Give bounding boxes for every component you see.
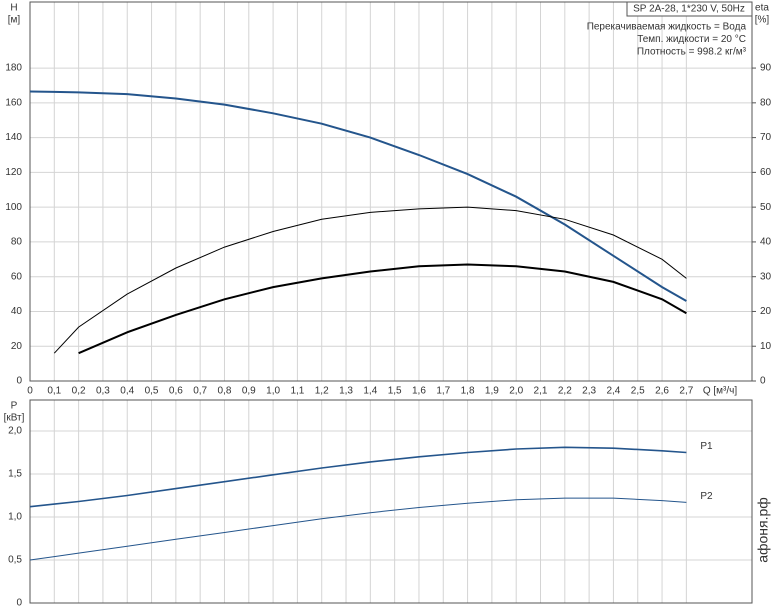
x-tick-label: 0,4 (120, 386, 134, 397)
y2-tick-label: 10 (760, 341, 772, 352)
x-tick-label: 1,4 (363, 386, 377, 397)
y2-tick-label: 70 (760, 132, 772, 143)
x-tick-label: 2,1 (534, 386, 548, 397)
y2-axis-label: eta (755, 3, 769, 14)
x-tick-label: 2,0 (509, 386, 523, 397)
y-tick-label: 1,0 (8, 512, 22, 523)
series-line (53, 206, 687, 354)
y-tick-label: 160 (5, 97, 22, 108)
y2-tick-label: 90 (760, 63, 772, 74)
watermark: афоня.рф (755, 497, 771, 563)
y-axis-label: P (11, 401, 18, 412)
y-tick-label: 60 (11, 271, 23, 282)
x-tick-label: 0,1 (47, 386, 61, 397)
y-tick-label: 1,5 (8, 469, 22, 480)
y-axis-label: H (10, 3, 17, 14)
x-tick-label: 0,5 (145, 386, 159, 397)
y-tick-label: 120 (5, 167, 22, 178)
y-tick-label: 0 (16, 598, 22, 609)
y2-tick-label: 20 (760, 306, 772, 317)
x-tick-label: 1,1 (290, 386, 304, 397)
header-box (626, 1, 753, 17)
y-tick-label: 40 (11, 306, 23, 317)
series-label: P2 (700, 491, 713, 502)
x-tick-label: 2,5 (631, 386, 645, 397)
note: Темп. жидкости = 20 °C (637, 34, 746, 45)
x-tick-label: 2,3 (582, 386, 596, 397)
y-tick-label: 0 (16, 376, 22, 387)
x-tick-label: 0,6 (169, 386, 183, 397)
x-tick-label: 0,2 (72, 386, 86, 397)
y2-tick-label: 80 (760, 97, 772, 108)
series-line (78, 263, 687, 355)
x-tick-label: 2,2 (558, 386, 572, 397)
y-tick-label: 80 (11, 237, 23, 248)
y-tick-label: 140 (5, 132, 22, 143)
x-tick-label: 1,7 (436, 386, 450, 397)
x-tick-label: 1,3 (339, 386, 353, 397)
y2-tick-label: 0 (760, 376, 766, 387)
x-tick-label: 0,8 (218, 386, 232, 397)
plot-frame (29, 399, 753, 604)
y-tick-label: 0,5 (8, 555, 22, 566)
y2-tick-label: 40 (760, 237, 772, 248)
x-tick-label: 2,4 (606, 386, 620, 397)
y2-axis-unit: [%] (755, 15, 770, 26)
series-line (29, 90, 687, 302)
series-line (29, 497, 687, 561)
x-tick-label: 1,0 (266, 386, 280, 397)
y-tick-label: 20 (11, 341, 23, 352)
x-tick-label: 0 (27, 386, 33, 397)
x-tick-label: 1,2 (315, 386, 329, 397)
note: Перекачиваемая жидкость = Вода (587, 22, 747, 33)
x-tick-label: 2,6 (655, 386, 669, 397)
x-tick-label: 0,9 (242, 386, 256, 397)
y2-tick-label: 60 (760, 167, 772, 178)
x-tick-label: 1,5 (388, 386, 402, 397)
y2-tick-label: 30 (760, 271, 772, 282)
x-axis-label: Q [м³/ч] (703, 386, 738, 397)
y-axis-unit: [м] (8, 15, 21, 26)
x-tick-label: 1,8 (461, 386, 475, 397)
x-tick-label: 1,9 (485, 386, 499, 397)
x-tick-label: 1,6 (412, 386, 426, 397)
series-label: P1 (700, 441, 713, 452)
y-tick-label: 100 (5, 202, 22, 213)
note: Плотность = 998.2 кг/м³ (637, 47, 747, 58)
y-axis-unit: [кВт] (4, 413, 25, 424)
y-tick-label: 180 (5, 63, 22, 74)
plot-frame (29, 1, 753, 382)
y-tick-label: 2,0 (8, 426, 22, 437)
x-tick-label: 2,7 (679, 386, 693, 397)
x-tick-label: 0,3 (96, 386, 110, 397)
header: SP 2A-28, 1*230 V, 50Hz (633, 4, 745, 15)
series-line (29, 446, 687, 508)
x-tick-label: 0,7 (193, 386, 207, 397)
y2-tick-label: 50 (760, 202, 772, 213)
